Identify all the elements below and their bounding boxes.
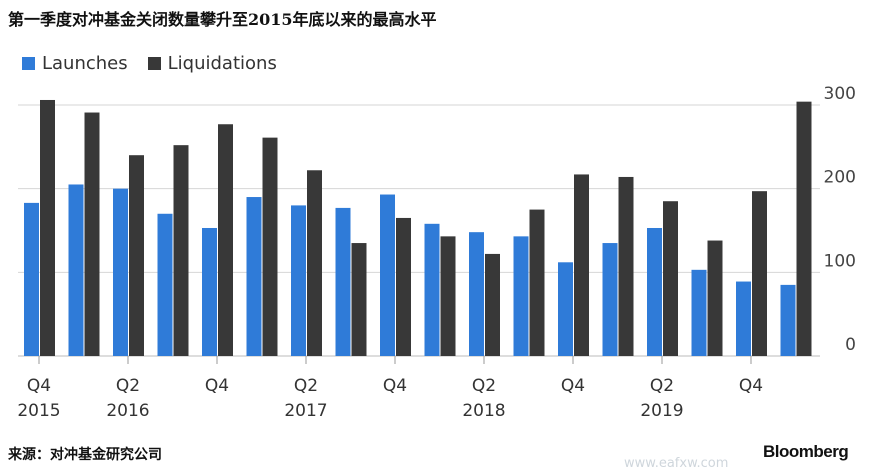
- launches-bar: [291, 205, 306, 356]
- launches-bar: [335, 207, 351, 356]
- y-tick-label: 200: [824, 168, 856, 188]
- launches-bar: [736, 281, 751, 356]
- launches-bar: [513, 236, 529, 356]
- y-tick-label: 300: [824, 84, 856, 104]
- liquidations-bar: [173, 145, 189, 356]
- x-tick-label-year: 2019: [640, 401, 683, 421]
- launches-bar: [24, 202, 39, 356]
- liquidations-bar: [262, 137, 278, 356]
- liquidations-bar: [574, 174, 589, 356]
- launches-bar: [647, 227, 662, 356]
- x-tick-label-quarter: Q4: [205, 376, 229, 396]
- liquidations-bar: [529, 209, 545, 356]
- launches-bar: [246, 197, 262, 356]
- launches-bar: [424, 223, 440, 356]
- launches-bar: [558, 262, 573, 356]
- bar-chart: 0 100 200 300 Q4 2015 Q2 2016 Q4 Q2 2017 Q4 Q2 2018 Q4…: [17, 84, 856, 421]
- chart-legend: Launches Liquidations: [22, 53, 277, 74]
- legend-swatch-launches: [22, 57, 35, 70]
- site-watermark: www.eafxw.com: [624, 456, 729, 471]
- x-tick-label-quarter: Q4: [27, 376, 51, 396]
- x-tick-label-quarter: Q2: [116, 376, 140, 396]
- y-tick-label: 0: [845, 335, 856, 355]
- x-tick-label-quarter: Q2: [650, 376, 674, 396]
- liquidations-bar: [351, 243, 367, 356]
- liquidations-bar: [84, 112, 100, 356]
- x-tick-label-quarter: Q4: [561, 376, 585, 396]
- launches-bar: [691, 269, 707, 356]
- launches-bar: [68, 184, 84, 356]
- source-note: 来源：对冲基金研究公司: [8, 447, 162, 463]
- chart-title: 第一季度对冲基金关闭数量攀升至2015年底以来的最高水平: [8, 10, 437, 29]
- liquidations-bar: [40, 99, 55, 356]
- x-tick-label-year: 2017: [284, 401, 327, 421]
- x-tick-label-year: 2016: [106, 401, 149, 421]
- bloomberg-logo: Bloomberg: [763, 442, 849, 461]
- launches-bar: [380, 194, 395, 356]
- x-tick-label-quarter: Q4: [383, 376, 407, 396]
- launches-bar: [113, 188, 128, 356]
- liquidations-bar: [129, 155, 144, 356]
- legend-label-liquidations: Liquidations: [167, 53, 277, 74]
- liquidations-bar: [307, 170, 322, 356]
- liquidations-bar: [218, 124, 233, 356]
- y-tick-label: 100: [824, 251, 856, 271]
- launches-bar: [602, 243, 618, 356]
- launches-bar: [780, 284, 796, 356]
- legend-swatch-liquidations: [147, 57, 161, 70]
- launches-bar: [202, 227, 217, 356]
- legend-item-launches: Launches: [22, 53, 128, 74]
- legend-label-launches: Launches: [42, 53, 128, 74]
- legend-item-liquidations: Liquidations: [147, 53, 277, 74]
- liquidations-bar: [440, 236, 456, 356]
- liquidations-bar: [796, 101, 812, 356]
- x-tick-label-year: 2015: [17, 401, 60, 421]
- liquidations-bar: [618, 176, 634, 356]
- liquidations-bar: [707, 240, 723, 356]
- x-tick-label-quarter: Q4: [739, 376, 763, 396]
- liquidations-bar: [396, 217, 411, 356]
- launches-bar: [469, 232, 484, 356]
- liquidations-bar: [752, 191, 767, 356]
- x-tick-label-quarter: Q2: [294, 376, 318, 396]
- liquidations-bar: [663, 201, 678, 356]
- x-tick-label-quarter: Q2: [472, 376, 496, 396]
- x-tick-label-year: 2018: [462, 401, 505, 421]
- liquidations-bar: [485, 253, 500, 356]
- launches-bar: [157, 213, 173, 356]
